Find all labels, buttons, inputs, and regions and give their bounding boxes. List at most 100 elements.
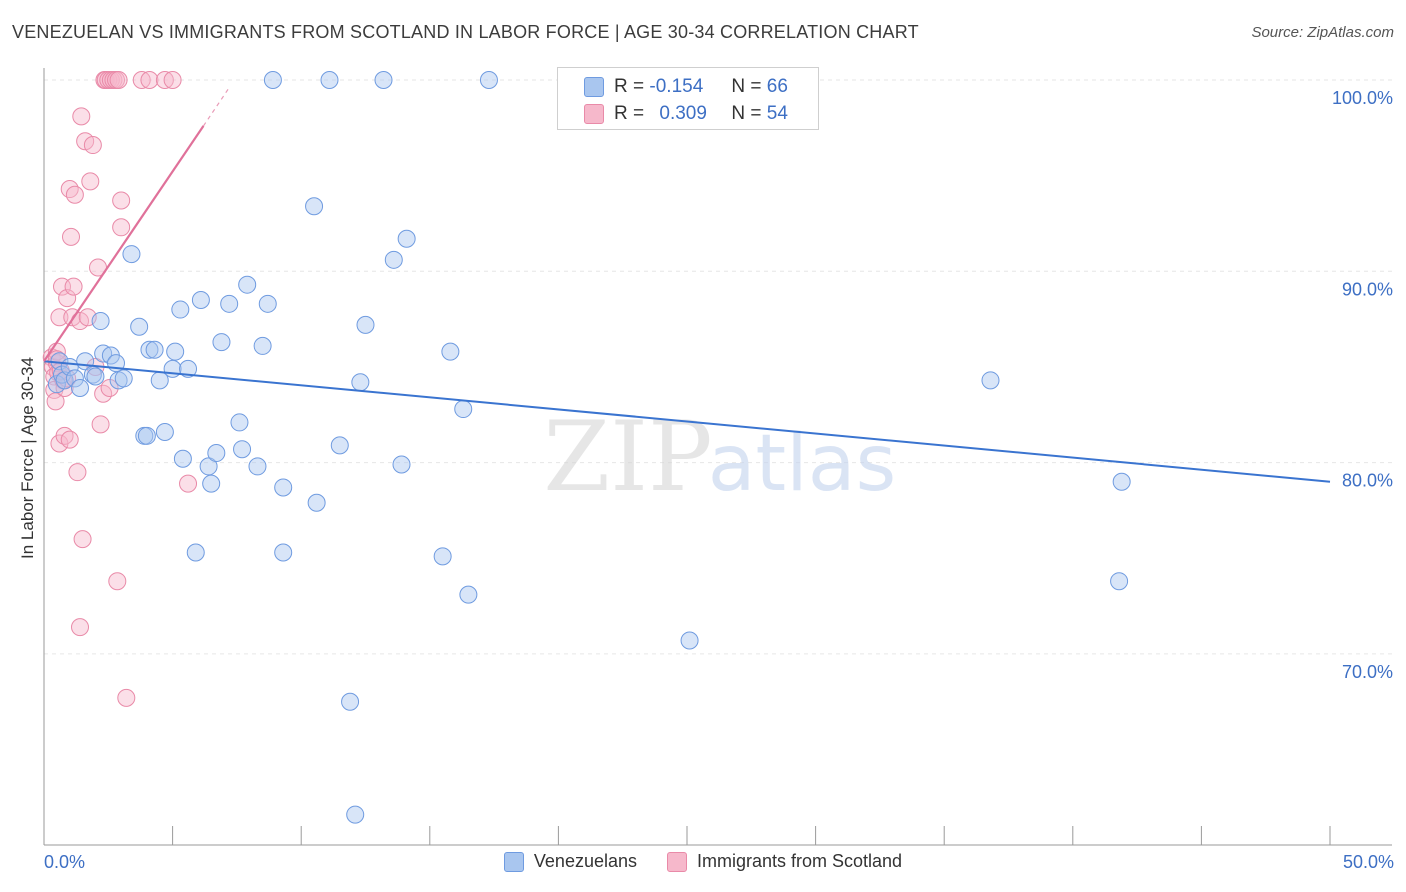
scotland-point [163,71,182,89]
venezuelan-point [384,250,403,269]
venezuelan-point [307,493,326,512]
y-tick-label: 90.0% [1342,279,1393,299]
venezuelan-point [1110,572,1129,591]
legend-r-value: -0.154 [649,76,704,97]
y-tick-label: 70.0% [1342,662,1393,682]
legend-n-label: N = [731,103,762,124]
legend-swatch-pink [584,104,604,124]
y-tick-labels: 100.0% 90.0% 80.0% 70.0% [1332,88,1393,682]
venezuelan-point [220,294,239,313]
venezuelan-point [179,359,198,378]
venezuelan-point [305,197,324,216]
gridlines [44,79,1392,655]
legend-r-label: R = [614,76,645,97]
scotland-point [81,172,100,191]
venezuelan-point [248,457,267,476]
scotland-point [60,180,79,199]
venezuelan-point [233,440,252,459]
scotland-point [50,308,69,327]
venezuelan-point [433,547,452,566]
series-swatch-pink [667,851,687,872]
y-tick-label: 100.0% [1332,88,1393,108]
venezuelan-point [207,444,226,463]
series-legend-venezuelans: Venezuelans [503,851,637,872]
venezuelan-point [330,436,349,455]
venezuelan-point [258,294,277,313]
venezuelan-point [191,290,210,309]
chart-title: VENEZUELAN VS IMMIGRANTS FROM SCOTLAND I… [12,22,919,42]
scotland-point [64,277,83,296]
venezuelan-point [94,344,113,363]
series-swatch-blue [503,851,524,872]
series-legend: Venezuelans Immigrants from Scotland [0,851,1406,872]
scotland-point [140,71,159,89]
venezuelan-point [341,692,360,711]
scotland-point [60,430,79,449]
scotland-point [179,474,198,493]
venezuelan-points [47,71,1131,824]
venezuelan-point [71,378,90,397]
scotland-point [117,688,136,707]
legend-row-scotland: R = 0.309 N = 54 [584,101,788,127]
legend-n-label: N = [731,76,762,97]
scotland-point [62,227,81,246]
x-tick-label-min: 0.0% [44,852,86,872]
legend-n-value: 66 [766,76,788,97]
series-legend-scotland: Immigrants from Scotland [667,851,902,872]
venezuelan-point [230,413,249,432]
scotland-points [42,71,198,707]
venezuelan-point [173,449,192,468]
scotland-point [100,378,119,397]
legend-swatch-blue [584,77,604,97]
venezuelan-point [155,422,174,441]
legend-r-value: 0.309 [659,103,707,124]
scotland-point [65,185,84,204]
watermark-zip: ZIP [543,401,712,513]
venezuelan-point [166,342,185,361]
source-credit: Source: ZipAtlas.com [1251,24,1394,41]
venezuelan-point [479,71,498,89]
venezuelan-point [238,275,257,294]
venezuelan-point [202,474,221,493]
legend-row-venezuelans: R = -0.154 N = 66 [584,74,788,100]
legend-n-value: 54 [766,103,788,124]
scotland-point [109,71,128,89]
scotland-trend-extension [202,87,230,127]
venezuelan-point [130,317,149,336]
venezuelan-trend-line [43,360,1331,483]
venezuelan-point [397,229,416,248]
stats-legend: R = -0.154 N = 66 R = 0.309 N = 54 [557,67,819,130]
legend-r-label: R = [614,103,645,124]
watermark: ZIP atlas [543,401,896,513]
venezuelan-point [86,367,105,386]
venezuelan-point [351,373,370,392]
scotland-point [68,463,87,482]
scotland-point [58,289,77,308]
venezuelan-point [274,543,293,562]
venezuelan-point [140,340,159,359]
series-name: Immigrants from Scotland [697,851,903,871]
venezuelan-point [137,426,156,445]
venezuelan-point [454,400,473,419]
scotland-point [73,530,92,549]
scotland-trend-line [43,125,205,362]
scotland-point [72,107,91,126]
series-name: Venezuelans [533,851,637,871]
venezuelan-point [114,369,133,388]
venezuelan-point [356,315,375,334]
scotland-point [91,415,110,434]
axes [43,68,1392,846]
venezuelan-point [199,457,218,476]
scotland-point [112,191,131,210]
venezuelan-point [145,340,164,359]
venezuelan-point [253,336,272,355]
venezuelan-point [981,371,1000,390]
venezuelan-point [680,631,699,650]
venezuelan-point [186,543,205,562]
venezuelan-point [65,369,84,388]
scotland-point [132,71,151,89]
venezuelan-point [459,585,478,604]
scotland-point [155,71,174,89]
venezuelan-point [374,71,393,89]
